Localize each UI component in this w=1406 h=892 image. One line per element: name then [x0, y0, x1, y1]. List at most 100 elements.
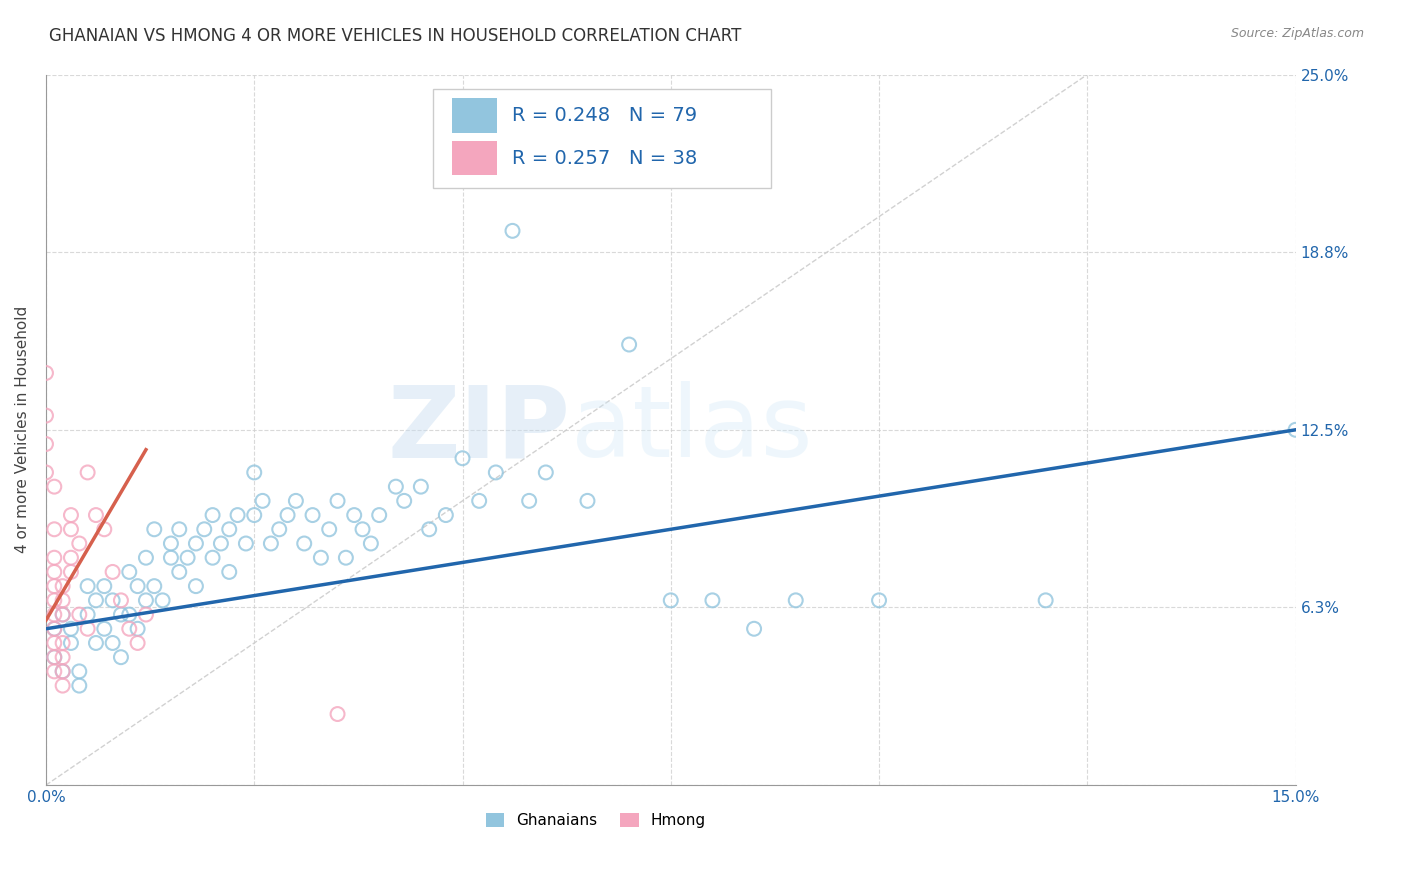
Point	[110, 650, 132, 665]
Point	[534, 466, 557, 480]
Point	[451, 451, 474, 466]
Point	[160, 550, 183, 565]
Point	[201, 550, 224, 565]
Point	[52, 607, 75, 622]
Point	[44, 622, 66, 636]
Point	[243, 466, 266, 480]
Point	[201, 508, 224, 522]
Point	[52, 593, 75, 607]
Point	[209, 536, 232, 550]
Legend: Ghanaians, Hmong: Ghanaians, Hmong	[479, 807, 711, 834]
Point	[243, 508, 266, 522]
Point	[502, 224, 524, 238]
Point	[309, 550, 332, 565]
Point	[35, 366, 58, 380]
Point	[326, 706, 349, 721]
Point	[409, 480, 432, 494]
Point	[143, 579, 166, 593]
Point	[52, 665, 75, 679]
Point	[44, 650, 66, 665]
Text: ZIP: ZIP	[388, 381, 571, 478]
Point	[152, 593, 174, 607]
FancyBboxPatch shape	[453, 98, 498, 133]
Text: R = 0.248   N = 79: R = 0.248 N = 79	[512, 106, 697, 125]
Point	[52, 650, 75, 665]
Point	[76, 466, 98, 480]
Point	[84, 593, 107, 607]
Point	[143, 522, 166, 536]
Point	[135, 607, 157, 622]
Point	[702, 593, 724, 607]
Point	[93, 579, 115, 593]
Point	[44, 665, 66, 679]
Point	[52, 579, 75, 593]
Point	[84, 636, 107, 650]
Point	[167, 522, 190, 536]
Point	[343, 508, 366, 522]
Point	[468, 494, 491, 508]
Point	[44, 565, 66, 579]
Point	[93, 622, 115, 636]
Point	[659, 593, 682, 607]
Point	[167, 565, 190, 579]
Point	[59, 636, 82, 650]
Point	[127, 579, 149, 593]
Point	[44, 636, 66, 650]
Point	[184, 536, 207, 550]
Point	[517, 494, 540, 508]
Point	[44, 650, 66, 665]
Point	[218, 565, 240, 579]
Point	[617, 337, 640, 351]
Point	[193, 522, 215, 536]
Point	[52, 679, 75, 693]
Point	[226, 508, 249, 522]
Point	[52, 607, 75, 622]
Text: atlas: atlas	[571, 381, 813, 478]
Point	[59, 508, 82, 522]
Point	[44, 579, 66, 593]
Point	[110, 593, 132, 607]
Point	[135, 593, 157, 607]
Point	[35, 437, 58, 451]
Point	[35, 409, 58, 423]
Point	[76, 622, 98, 636]
Point	[93, 522, 115, 536]
Point	[101, 565, 124, 579]
Point	[742, 622, 765, 636]
Point	[785, 593, 807, 607]
Point	[235, 536, 257, 550]
Point	[318, 522, 340, 536]
Point	[59, 565, 82, 579]
FancyBboxPatch shape	[433, 88, 770, 188]
Point	[176, 550, 198, 565]
Point	[52, 665, 75, 679]
Point	[252, 494, 274, 508]
Point	[352, 522, 374, 536]
Point	[418, 522, 440, 536]
Point	[84, 508, 107, 522]
Point	[44, 522, 66, 536]
Point	[67, 607, 90, 622]
Point	[59, 622, 82, 636]
Point	[101, 593, 124, 607]
Point	[160, 536, 183, 550]
Point	[118, 622, 141, 636]
FancyBboxPatch shape	[453, 141, 498, 176]
Point	[118, 607, 141, 622]
Point	[277, 508, 299, 522]
Point	[76, 607, 98, 622]
Point	[59, 522, 82, 536]
Point	[44, 622, 66, 636]
Y-axis label: 4 or more Vehicles in Household: 4 or more Vehicles in Household	[15, 306, 30, 553]
Text: R = 0.257   N = 38: R = 0.257 N = 38	[512, 149, 697, 168]
Point	[269, 522, 291, 536]
Point	[385, 480, 408, 494]
Point	[127, 622, 149, 636]
Point	[335, 550, 357, 565]
Point	[76, 579, 98, 593]
Point	[1035, 593, 1057, 607]
Point	[101, 636, 124, 650]
Point	[35, 466, 58, 480]
Point	[1284, 423, 1306, 437]
Text: Source: ZipAtlas.com: Source: ZipAtlas.com	[1230, 27, 1364, 40]
